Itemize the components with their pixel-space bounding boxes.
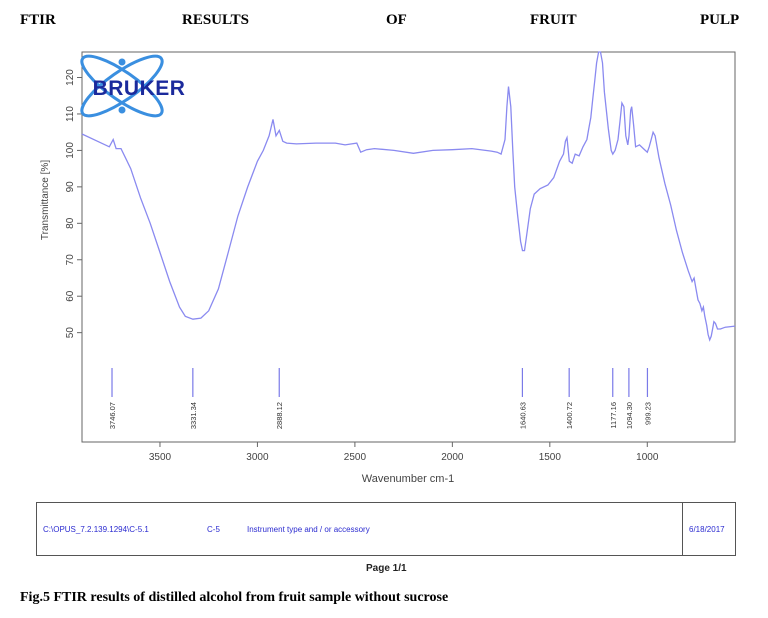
figure-caption: Fig.5 FTIR results of distilled alcohol … <box>20 590 449 605</box>
spectrum-line <box>81 51 736 342</box>
logo-orbit <box>80 54 164 118</box>
header-word: FTIR <box>20 12 56 28</box>
sample-name: C-5 <box>207 525 220 534</box>
logo-dot <box>118 58 126 66</box>
y-tick-label: 110 <box>65 106 76 122</box>
x-tick-label: 3000 <box>246 452 269 463</box>
y-tick-label: 100 <box>65 142 76 159</box>
ftir-chart: 50 60 70 80 90 100 110 120 3500 3000 2500 2000 1500… <box>40 51 736 485</box>
header-word: OF <box>386 12 407 28</box>
peak-markers: 3746.07 3331.34 2888.12 1640.63 1400.72 1177.… <box>108 368 652 429</box>
footer-divider <box>682 503 683 555</box>
footer-info-box: C:\OPUS_7.2.139.1294\C-5.1 C-5 Instrumen… <box>36 502 736 556</box>
x-axis: 3500 3000 2500 2000 1500 1000 <box>149 442 659 463</box>
x-tick-label: 1500 <box>539 452 562 463</box>
header-word: RESULTS <box>182 12 249 28</box>
y-axis-label: Transmittance [%] <box>40 160 51 240</box>
y-axis: 50 60 70 80 90 100 110 120 <box>65 69 82 338</box>
plot-frame <box>81 51 736 443</box>
peak-label: 1400.72 <box>565 402 574 429</box>
instrument-info: Instrument type and / or accessory <box>247 525 370 534</box>
y-tick-label: 120 <box>65 69 76 86</box>
logo-text: BRUKER <box>93 77 186 100</box>
y-tick-label: 60 <box>65 290 76 302</box>
page-number: Page 1/1 <box>366 563 407 574</box>
x-tick-label: 2000 <box>441 452 464 463</box>
y-tick-label: 90 <box>65 181 76 193</box>
logo-dot <box>118 106 126 114</box>
x-tick-label: 3500 <box>149 452 172 463</box>
header-word: PULP <box>700 12 740 28</box>
file-path: C:\OPUS_7.2.139.1294\C-5.1 <box>43 525 149 534</box>
peak-label: 1177.16 <box>609 402 618 429</box>
peak-label: 2888.12 <box>275 402 284 429</box>
peak-label: 1640.63 <box>518 402 527 429</box>
bruker-logo: BRUKER <box>80 54 186 118</box>
y-tick-label: 80 <box>65 217 76 229</box>
peak-label: 3746.07 <box>108 402 117 429</box>
x-tick-label: 1000 <box>636 452 659 463</box>
header-title: FTIR RESULTS OF FRUIT PULP <box>20 12 748 32</box>
peak-label: 1094.30 <box>625 402 634 429</box>
x-axis-label: Wavenumber cm-1 <box>362 473 455 485</box>
header-word: FRUIT <box>530 12 577 28</box>
logo-orbit <box>80 54 164 118</box>
x-tick-label: 2500 <box>344 452 367 463</box>
measurement-date: 6/18/2017 <box>689 525 725 534</box>
y-tick-label: 50 <box>65 327 76 339</box>
peak-label: 999.23 <box>643 402 652 425</box>
y-tick-label: 70 <box>65 254 76 266</box>
peak-label: 3331.34 <box>189 402 198 429</box>
